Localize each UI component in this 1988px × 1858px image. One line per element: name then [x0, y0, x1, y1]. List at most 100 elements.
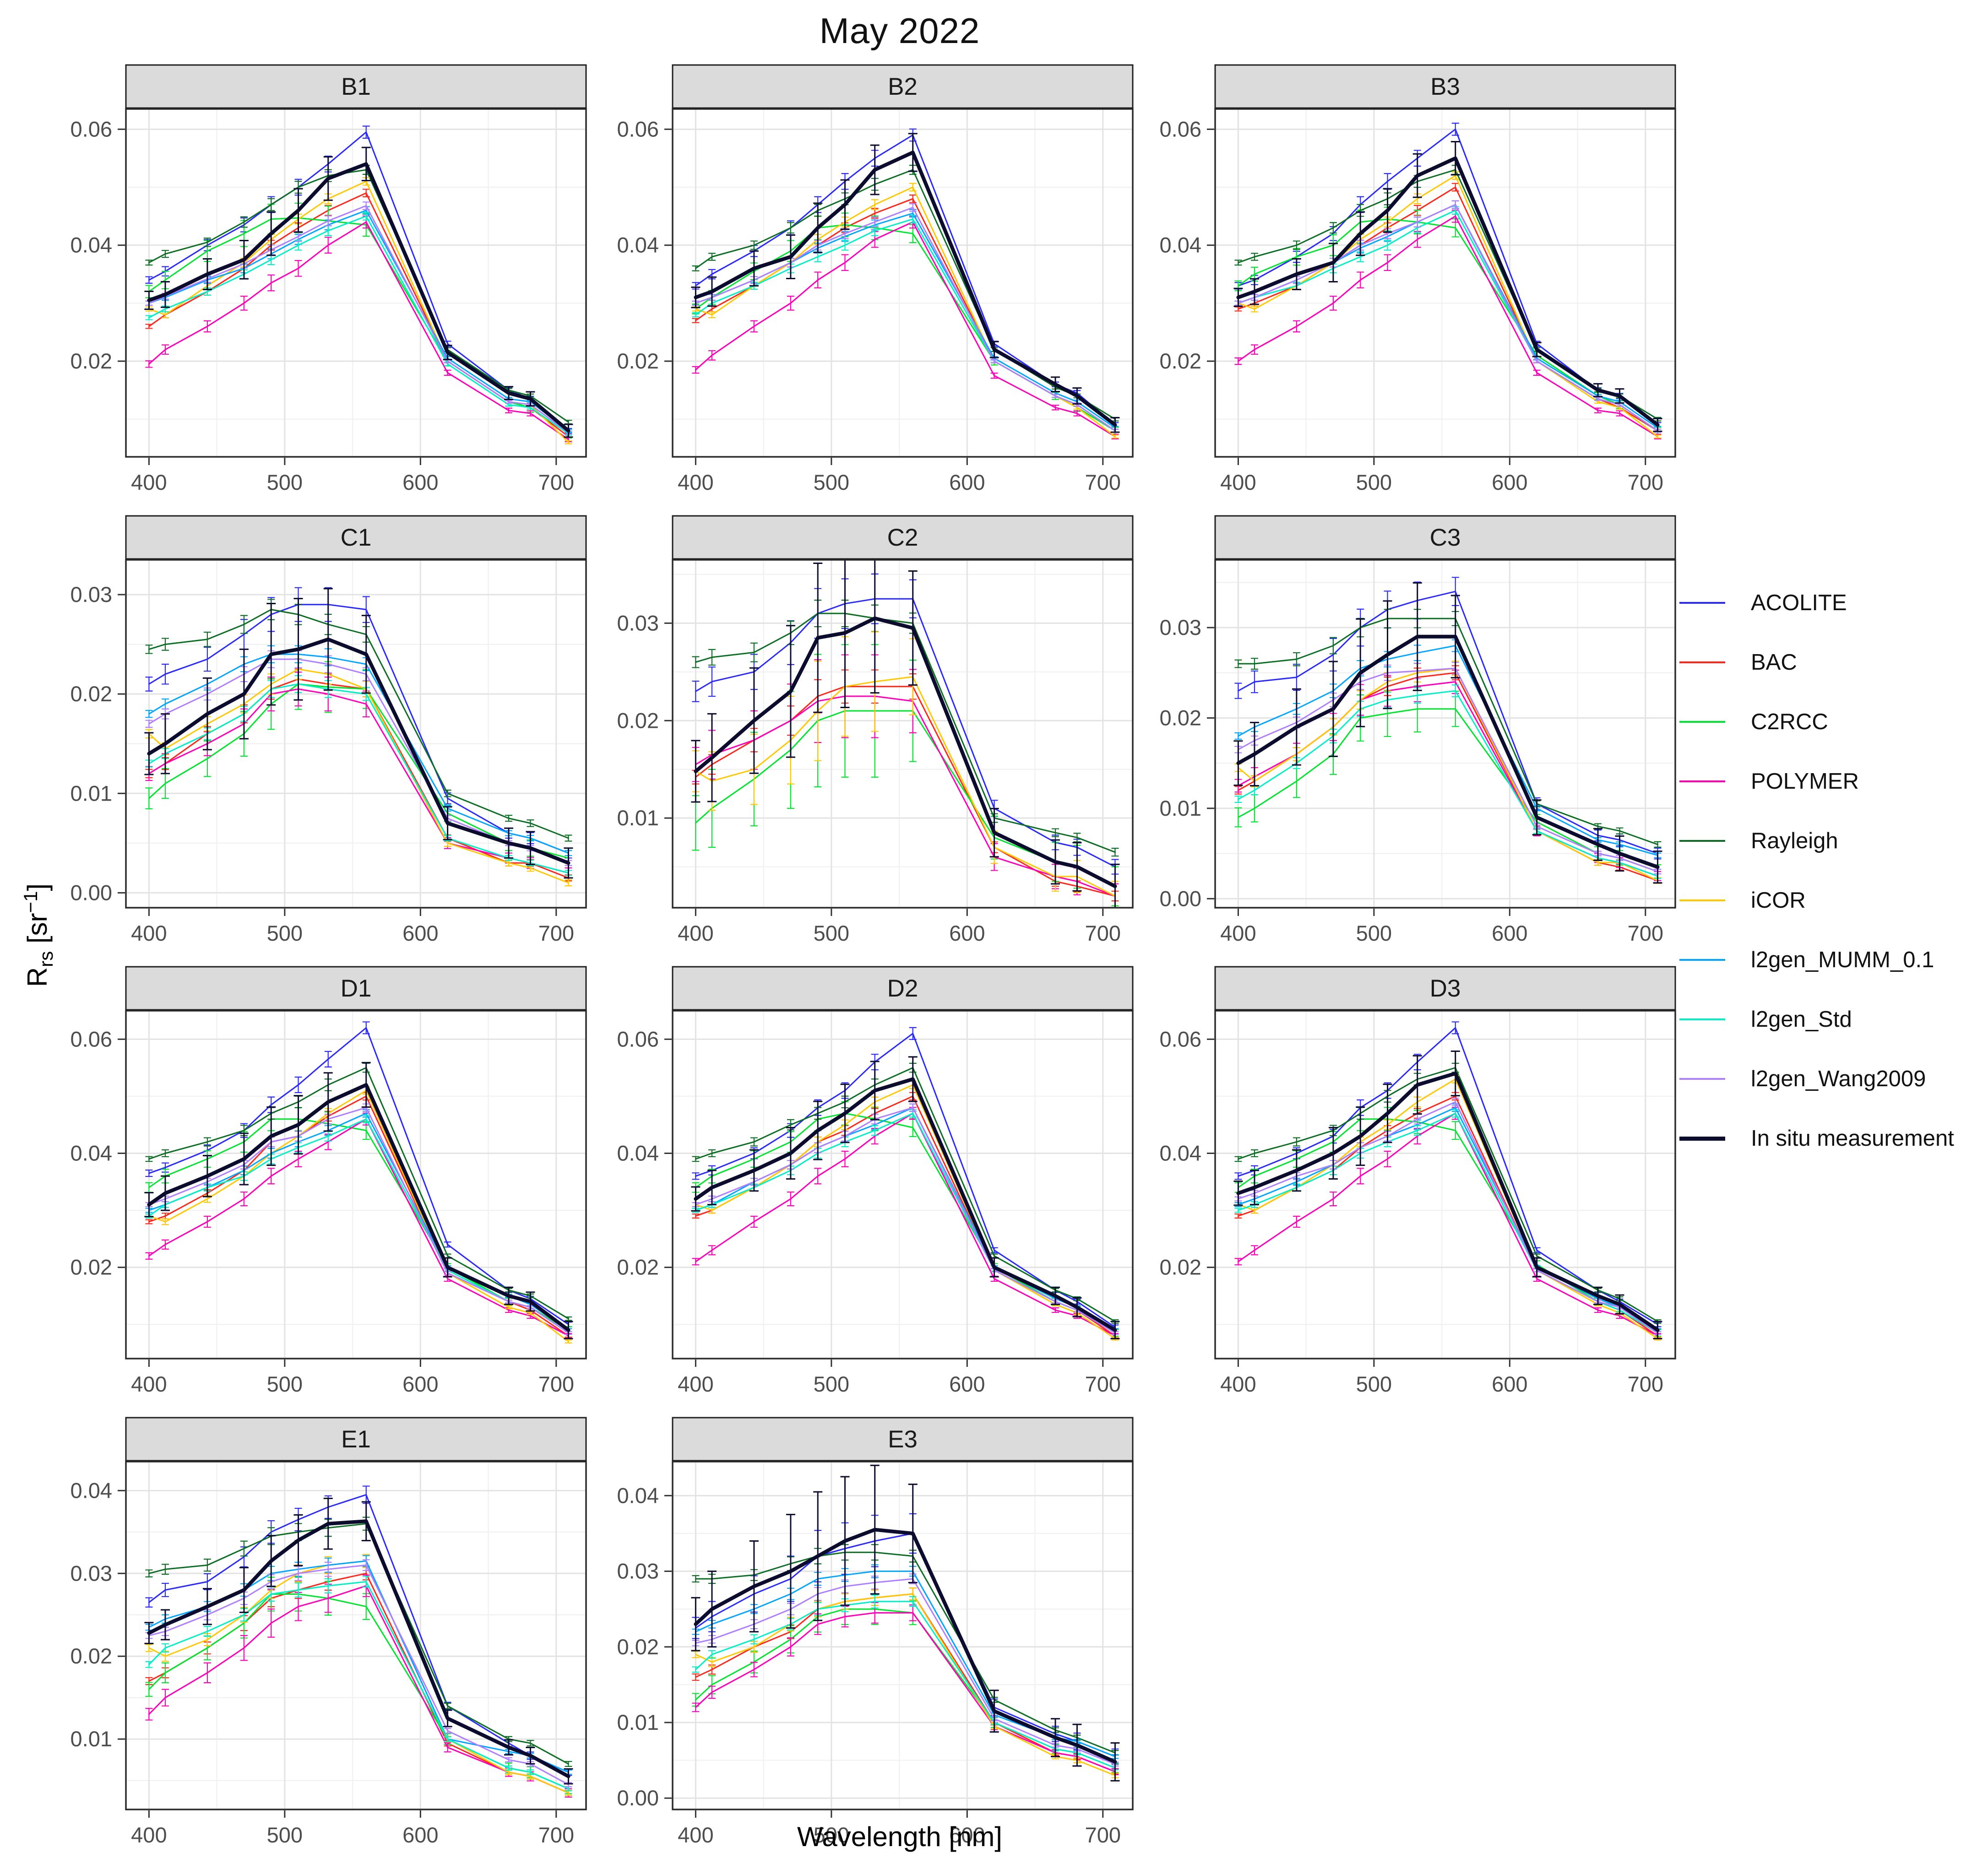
series-In-situ-measurement: [144, 146, 573, 438]
y-tick-label: 0.02: [71, 1644, 112, 1668]
legend-line-swatch: [1679, 602, 1725, 604]
panel-strip: C2: [672, 515, 1134, 560]
x-tick-label: 500: [267, 470, 303, 494]
panel-strip: B1: [125, 64, 587, 109]
x-tick-label: 700: [1628, 1372, 1663, 1396]
series-group: [144, 1021, 573, 1343]
facet-panel-E3: E3 400 500 600 700 0.00 0.01 0.02 0.03 0.04: [586, 1417, 1137, 1858]
legend-label: l2gen_MUMM_0.1: [1751, 948, 1934, 972]
legend-label: ACOLITE: [1751, 590, 1847, 615]
series-In-situ-measurement: [144, 588, 573, 879]
y-tick-label: 0.04: [1160, 1141, 1201, 1165]
y-tick-label: 0.00: [71, 880, 112, 905]
x-tick-label: 500: [814, 1823, 849, 1847]
x-tick-label: 700: [538, 1372, 574, 1396]
y-tick-label: 0.00: [617, 1786, 659, 1810]
x-tick-label: 600: [949, 921, 985, 945]
legend-item-C2RCC: C2RCC: [1679, 692, 1988, 752]
x-tick-label: 700: [538, 1823, 574, 1847]
legend-item-l2gen-Wang2009: l2gen_Wang2009: [1679, 1049, 1988, 1109]
legend-label: iCOR: [1751, 888, 1806, 913]
panel-strip-label: E3: [888, 1426, 918, 1453]
y-tick-label: 0.06: [617, 1027, 659, 1051]
legend-item-BAC: BAC: [1679, 633, 1988, 692]
series-In-situ-measurement: [691, 1464, 1120, 1782]
legend-line-swatch: [1679, 1078, 1725, 1080]
x-tick-label: 700: [1628, 470, 1663, 494]
x-tick-label: 600: [949, 470, 985, 494]
legend-line-swatch: [1679, 899, 1725, 901]
panel-strip: B3: [1214, 64, 1676, 109]
y-tick-label: 0.04: [1160, 233, 1201, 257]
x-tick-label: 500: [814, 1372, 849, 1396]
y-tick-label: 0.06: [71, 117, 112, 141]
x-tick-label: 400: [131, 470, 167, 494]
y-tick-label: 0.03: [617, 611, 659, 635]
x-tick-label: 600: [402, 921, 438, 945]
series-In-situ-measurement: [691, 560, 1120, 908]
legend-item-ACOLITE: ACOLITE: [1679, 573, 1988, 633]
panel-strip: D1: [125, 966, 587, 1011]
panel-strip-label: D2: [887, 975, 918, 1002]
legend: ACOLITE BAC C2RCC POLYMER Rayleigh iCOR l2gen_…: [1679, 573, 1988, 1168]
series-POLYMER: [692, 215, 1119, 439]
x-tick-label: 400: [678, 921, 713, 945]
y-tick-label: 0.01: [617, 1710, 659, 1734]
legend-line-swatch: [1679, 780, 1725, 782]
y-tick-label: 0.02: [71, 1255, 112, 1279]
legend-line-swatch: [1679, 721, 1725, 723]
y-tick-label: 0.03: [1160, 615, 1201, 639]
legend-line-swatch: [1679, 1136, 1725, 1141]
legend-item-iCOR: iCOR: [1679, 871, 1988, 930]
x-tick-label: 400: [678, 1823, 713, 1847]
y-tick-label: 0.00: [1160, 886, 1201, 910]
y-tick-label: 0.06: [71, 1027, 112, 1051]
y-tick-label: 0.03: [71, 582, 112, 607]
legend-label: In situ measurement: [1751, 1126, 1954, 1151]
series-group: [144, 1485, 573, 1798]
y-tick-label: 0.02: [617, 1635, 659, 1659]
legend-item-l2gen-Std: l2gen_Std: [1679, 990, 1988, 1049]
x-tick-label: 400: [131, 921, 167, 945]
facet-panel-E1: E1 400 500 600 700 0.01 0.02 0.03 0.04: [39, 1417, 591, 1858]
facet-panel-D1: D1 400 500 600 700 0.02 0.04 0.06: [39, 966, 591, 1417]
x-tick-label: 500: [267, 1372, 303, 1396]
y-tick-label: 0.02: [1160, 1255, 1201, 1279]
series-group: [691, 128, 1120, 439]
panel-strip: D3: [1214, 966, 1676, 1011]
panel-strip-label: D3: [1430, 975, 1461, 1002]
y-tick-label: 0.06: [617, 117, 659, 141]
panel-strip: E3: [672, 1417, 1134, 1462]
x-tick-label: 500: [1356, 1372, 1392, 1396]
series-In-situ-measurement: [691, 1056, 1120, 1339]
x-tick-label: 600: [1492, 470, 1527, 494]
panel-strip-label: C1: [341, 524, 372, 551]
panel-strip: D2: [672, 966, 1134, 1011]
legend-label: l2gen_Std: [1751, 1007, 1852, 1032]
y-tick-label: 0.03: [617, 1559, 659, 1583]
y-tick-label: 0.02: [1160, 349, 1201, 373]
x-tick-label: 500: [267, 921, 303, 945]
series-In-situ-measurement: [144, 1062, 573, 1339]
x-tick-label: 600: [402, 470, 438, 494]
y-tick-label: 0.01: [617, 806, 659, 830]
series-group: [1233, 1021, 1662, 1341]
series-In-situ-measurement: [1233, 582, 1662, 884]
facet-panel-C2: C2 400 500 600 700 0.01 0.02 0.03: [586, 515, 1137, 966]
series-l2gen-Std: [145, 1576, 572, 1792]
x-tick-label: 500: [814, 470, 849, 494]
series-group: [144, 125, 573, 444]
legend-label: BAC: [1751, 650, 1797, 675]
x-tick-label: 600: [402, 1823, 438, 1847]
x-tick-label: 600: [1492, 921, 1527, 945]
facet-panel-B2: B2 400 500 600 700 0.02 0.04 0.06: [586, 64, 1137, 515]
facet-panel-C3: C3 400 500 600 700 0.00 0.01 0.02 0.03: [1128, 515, 1680, 966]
y-tick-label: 0.01: [71, 781, 112, 805]
x-tick-label: 500: [1356, 921, 1392, 945]
x-tick-label: 400: [131, 1823, 167, 1847]
x-tick-label: 400: [1220, 470, 1256, 494]
y-tick-label: 0.02: [1160, 705, 1201, 730]
y-tick-label: 0.01: [71, 1727, 112, 1751]
x-tick-label: 700: [538, 470, 574, 494]
legend-item-Rayleigh: Rayleigh: [1679, 811, 1988, 871]
